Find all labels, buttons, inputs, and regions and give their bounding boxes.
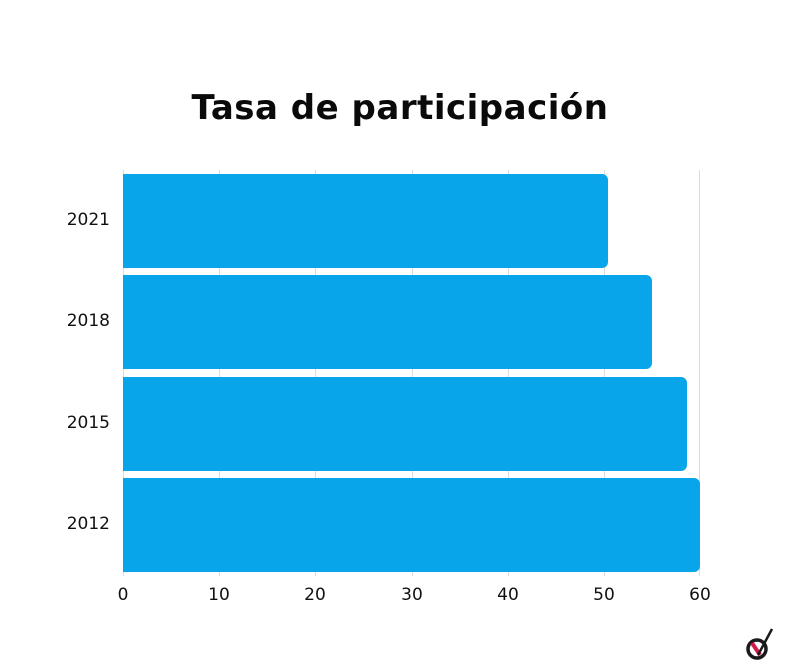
x-tick-label: 60: [689, 585, 711, 605]
checkmark-ballot-icon: [746, 628, 774, 660]
gridline: [219, 170, 220, 576]
y-category-label: 2012: [66, 514, 110, 535]
x-tick-label: 0: [117, 585, 129, 605]
gridline: [508, 170, 509, 576]
gridline: [123, 170, 124, 576]
plot-area: [123, 170, 700, 576]
x-tick-label: 50: [593, 585, 615, 605]
gridline: [315, 170, 316, 576]
gridline: [604, 170, 605, 576]
y-category-label: 2015: [66, 412, 110, 433]
x-tick-label: 20: [304, 585, 326, 605]
y-category-label: 2018: [66, 311, 110, 332]
bar-2012: [123, 478, 700, 573]
gridline: [699, 170, 700, 576]
y-category-label: 2021: [66, 209, 110, 230]
gridline: [412, 170, 413, 576]
chart-title: Tasa de participación: [191, 88, 609, 128]
bar-2018: [123, 275, 652, 370]
x-tick-label: 30: [401, 585, 423, 605]
x-tick-label: 10: [208, 585, 230, 605]
bar-2015: [123, 376, 687, 471]
x-tick-label: 40: [497, 585, 519, 605]
bar-2021: [123, 173, 608, 268]
